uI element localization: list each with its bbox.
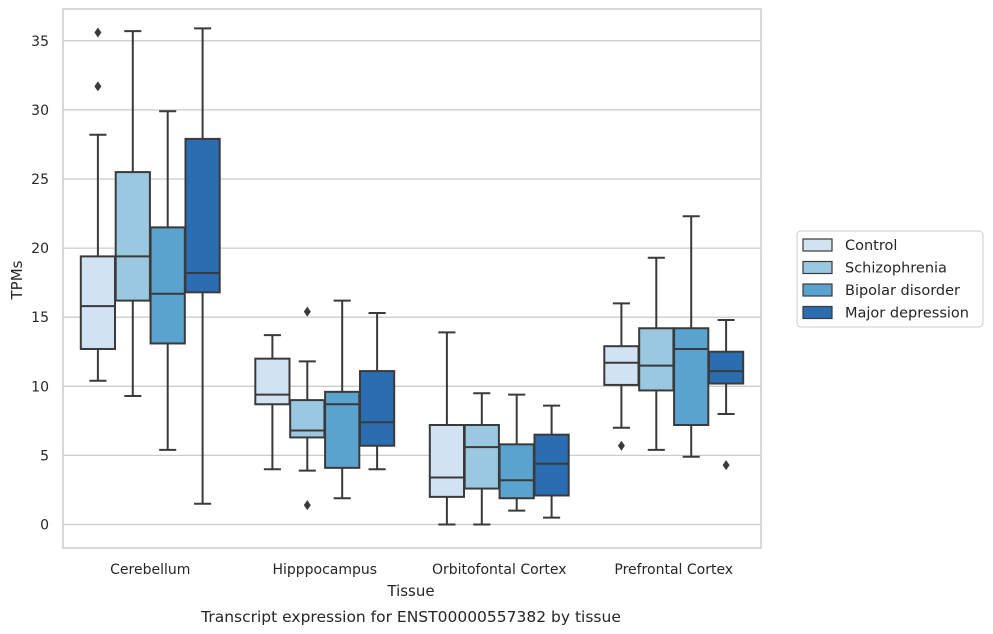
legend: Control Schizophrenia Bipolar disorder Majo… bbox=[796, 230, 984, 328]
plot-frame bbox=[62, 8, 762, 549]
legend-label: Schizophrenia bbox=[845, 261, 947, 277]
iqr-box bbox=[184, 137, 221, 294]
legend-item[interactable]: Major depression bbox=[802, 305, 969, 322]
iqr-box bbox=[533, 433, 570, 497]
legend-swatch bbox=[802, 305, 833, 320]
iqr-box bbox=[358, 370, 396, 447]
y-tick-label: 20 bbox=[31, 241, 49, 257]
legend-swatch bbox=[802, 283, 833, 297]
iqr-box bbox=[324, 390, 361, 469]
figure-caption: Transcript expression for ENST0000055738… bbox=[200, 608, 621, 626]
box-bipolar-disorder bbox=[149, 110, 186, 451]
box-schizophrenia bbox=[463, 392, 500, 526]
y-tick-label: 0 bbox=[40, 518, 49, 534]
iqr-box bbox=[79, 255, 117, 350]
legend-item[interactable]: Bipolar disorder bbox=[802, 283, 960, 299]
legend-label: Major depression bbox=[845, 306, 969, 322]
legend-item[interactable]: Control bbox=[802, 238, 897, 254]
box-control bbox=[603, 302, 640, 451]
outlier-point bbox=[94, 81, 102, 92]
y-tick-label: 5 bbox=[40, 448, 49, 464]
legend-item[interactable]: Schizophrenia bbox=[802, 260, 947, 277]
y-tick-label: 10 bbox=[31, 379, 49, 395]
outlier-point bbox=[303, 306, 311, 317]
legend-frame bbox=[796, 230, 984, 328]
iqr-box bbox=[428, 423, 466, 498]
box-major-depression bbox=[707, 318, 745, 471]
box-major-depression bbox=[533, 404, 570, 519]
box-bipolar-disorder bbox=[324, 299, 361, 500]
iqr-box bbox=[638, 327, 675, 392]
outlier-point bbox=[722, 460, 730, 471]
box-control bbox=[254, 334, 291, 471]
outlier-point bbox=[94, 27, 102, 38]
y-tick-labels: 0 5 10 15 20 25 30 35 bbox=[31, 34, 49, 534]
iqr-box bbox=[498, 443, 535, 500]
box-schizophrenia bbox=[638, 256, 675, 451]
y-tick-label: 30 bbox=[31, 103, 49, 119]
iqr-box bbox=[707, 350, 745, 385]
legend-swatch bbox=[802, 260, 833, 275]
outlier-point bbox=[617, 440, 625, 451]
legend-label: Bipolar disorder bbox=[845, 283, 960, 299]
iqr-box bbox=[603, 345, 640, 386]
x-tick-labels: Cerebellum Hipppocampus Orbitofontal Corte… bbox=[110, 562, 733, 578]
legend-label: Control bbox=[845, 238, 897, 254]
iqr-box bbox=[149, 226, 186, 345]
iqr-box bbox=[114, 171, 151, 302]
box-control bbox=[428, 331, 466, 526]
iqr-box bbox=[673, 327, 710, 426]
x-tick-label: Hipppocampus bbox=[272, 562, 377, 578]
x-tick-label: Cerebellum bbox=[110, 562, 190, 578]
outlier-point bbox=[303, 500, 311, 511]
box-schizophrenia bbox=[289, 306, 326, 511]
iqr-box bbox=[289, 399, 326, 439]
plot-area bbox=[79, 27, 745, 526]
x-tick-label: Orbitofontal Cortex bbox=[432, 562, 567, 578]
box-control bbox=[79, 27, 117, 382]
iqr-box bbox=[463, 423, 500, 490]
box-major-depression bbox=[358, 312, 396, 471]
y-tick-label: 35 bbox=[31, 34, 49, 50]
box-bipolar-disorder bbox=[673, 215, 710, 458]
y-tick-label: 15 bbox=[31, 310, 49, 326]
legend-swatch bbox=[802, 238, 833, 252]
x-tick-label: Prefrontal Cortex bbox=[614, 562, 733, 578]
y-tick-label: 25 bbox=[31, 172, 49, 188]
box-major-depression bbox=[184, 27, 221, 505]
x-axis-title: Tissue bbox=[386, 582, 434, 600]
iqr-box bbox=[254, 357, 291, 406]
y-axis-title: TPMs bbox=[8, 260, 26, 300]
